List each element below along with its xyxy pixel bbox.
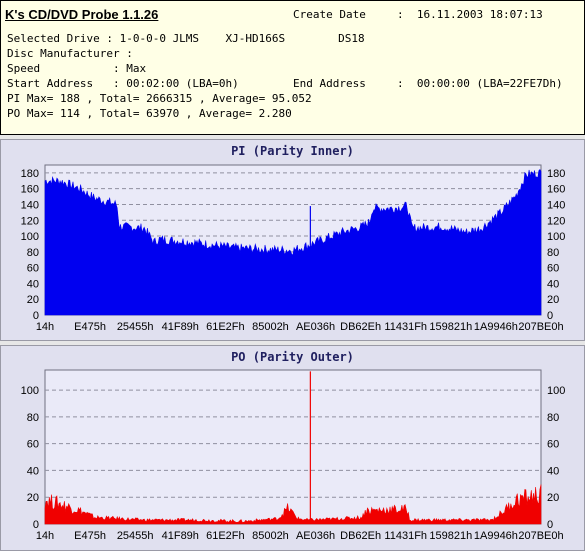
y-tick-label-right: 160: [547, 184, 565, 196]
x-tick-label: 159821h: [429, 321, 472, 333]
start-address-line: Start Address : 00:02:00 (LBA=0h): [7, 77, 239, 90]
series-area: [44, 484, 542, 525]
speed-line: Speed : Max: [7, 62, 147, 75]
disc-manufacturer-line: Disc Manufacturer :: [7, 47, 133, 60]
po-chart: 0 0 20 20 40 40 60 60 80 80 100 100 14h E475h 25455h 41…: [21, 369, 565, 542]
x-tick-label: 1A9946h: [474, 530, 518, 542]
x-tick-label: 61E2Fh: [206, 321, 245, 333]
po-summary-line: PO Max= 114 , Total= 63970 , Average= 2.…: [7, 107, 292, 120]
x-tick-label: 159821h: [429, 530, 472, 542]
y-tick-label-right: 100: [547, 385, 565, 397]
x-tick-label: 41F89h: [162, 321, 199, 333]
y-tick-label-left: 40: [27, 465, 39, 477]
y-tick-label-right: 20: [547, 492, 559, 504]
y-tick-label-left: 40: [27, 278, 39, 290]
info-panel: K's CD/DVD Probe 1.1.26 Create Date : 16…: [0, 0, 585, 135]
create-date-value: : 16.11.2003 18:07:13: [397, 8, 543, 21]
y-tick-label-right: 100: [547, 231, 565, 243]
y-tick-label-right: 180: [547, 168, 565, 180]
y-tick-label-left: 0: [33, 519, 39, 531]
pi-chart-title: PI (Parity Inner): [231, 144, 354, 158]
x-tick-label: 61E2Fh: [206, 530, 245, 542]
x-tick-label: 25455h: [117, 321, 154, 333]
pi-chart-panel: PI (Parity Inner) 0 0 20 20 40 40 60 60 80 80 100 1…: [0, 139, 585, 341]
y-tick-label-right: 40: [547, 278, 559, 290]
x-tick-label: DB62Eh: [340, 530, 381, 542]
x-tick-label: 207BE0h: [518, 321, 563, 333]
x-tick-label: AE036h: [296, 530, 335, 542]
y-tick-label-right: 60: [547, 439, 559, 451]
x-tick-label: 14h: [36, 530, 54, 542]
series-area: [44, 168, 542, 316]
y-tick-label-right: 80: [547, 412, 559, 424]
app-title: K's CD/DVD Probe 1.1.26: [5, 7, 159, 22]
end-address-value: : 00:00:00 (LBA=22FE7Dh): [397, 77, 563, 90]
x-tick-label: 41F89h: [162, 530, 199, 542]
x-tick-label: 25455h: [117, 530, 154, 542]
y-tick-label-right: 120: [547, 215, 565, 227]
y-tick-label-left: 180: [21, 168, 39, 180]
x-tick-label: E475h: [74, 530, 106, 542]
y-tick-label-left: 80: [27, 412, 39, 424]
x-tick-label: 85002h: [252, 321, 289, 333]
x-tick-label: 11431Fh: [384, 530, 427, 542]
po-chart-title: PO (Parity Outer): [231, 350, 354, 364]
x-tick-label: 1A9946h: [474, 321, 518, 333]
x-tick-label: DB62Eh: [340, 321, 381, 333]
y-tick-label-left: 100: [21, 385, 39, 397]
x-tick-label: AE036h: [296, 321, 335, 333]
x-tick-label: 85002h: [252, 530, 289, 542]
y-tick-label-right: 80: [547, 247, 559, 259]
y-tick-label-left: 80: [27, 247, 39, 259]
x-tick-label: 14h: [36, 321, 54, 333]
create-date-label: Create Date: [293, 8, 366, 21]
y-tick-label-right: 140: [547, 199, 565, 211]
y-tick-label-left: 0: [33, 310, 39, 322]
po-chart-panel: PO (Parity Outer) 0 0 20 20 40 40 60 60 80 80 100 1…: [0, 345, 585, 551]
y-tick-label-left: 120: [21, 215, 39, 227]
y-tick-label-left: 140: [21, 199, 39, 211]
x-tick-label: 207BE0h: [518, 530, 563, 542]
y-tick-label-left: 100: [21, 231, 39, 243]
pi-chart: 0 0 20 20 40 40 60 60 80 80 100 100 120 120 140 140 160 1…: [21, 164, 565, 333]
y-tick-label-right: 0: [547, 310, 553, 322]
end-address-label: End Address: [293, 77, 366, 90]
y-tick-label-left: 160: [21, 184, 39, 196]
y-tick-label-right: 60: [547, 263, 559, 275]
y-tick-label-left: 60: [27, 439, 39, 451]
x-tick-label: E475h: [74, 321, 106, 333]
y-tick-label-left: 20: [27, 294, 39, 306]
y-tick-label-right: 20: [547, 294, 559, 306]
y-tick-label-right: 0: [547, 519, 553, 531]
y-tick-label-right: 40: [547, 465, 559, 477]
selected-drive-line: Selected Drive : 1-0-0-0 JLMS XJ-HD166S …: [7, 32, 365, 45]
pi-summary-line: PI Max= 188 , Total= 2666315 , Average= …: [7, 92, 312, 105]
plot-area: [44, 369, 542, 525]
y-tick-label-left: 20: [27, 492, 39, 504]
x-tick-label: 11431Fh: [384, 321, 427, 333]
y-tick-label-left: 60: [27, 263, 39, 275]
